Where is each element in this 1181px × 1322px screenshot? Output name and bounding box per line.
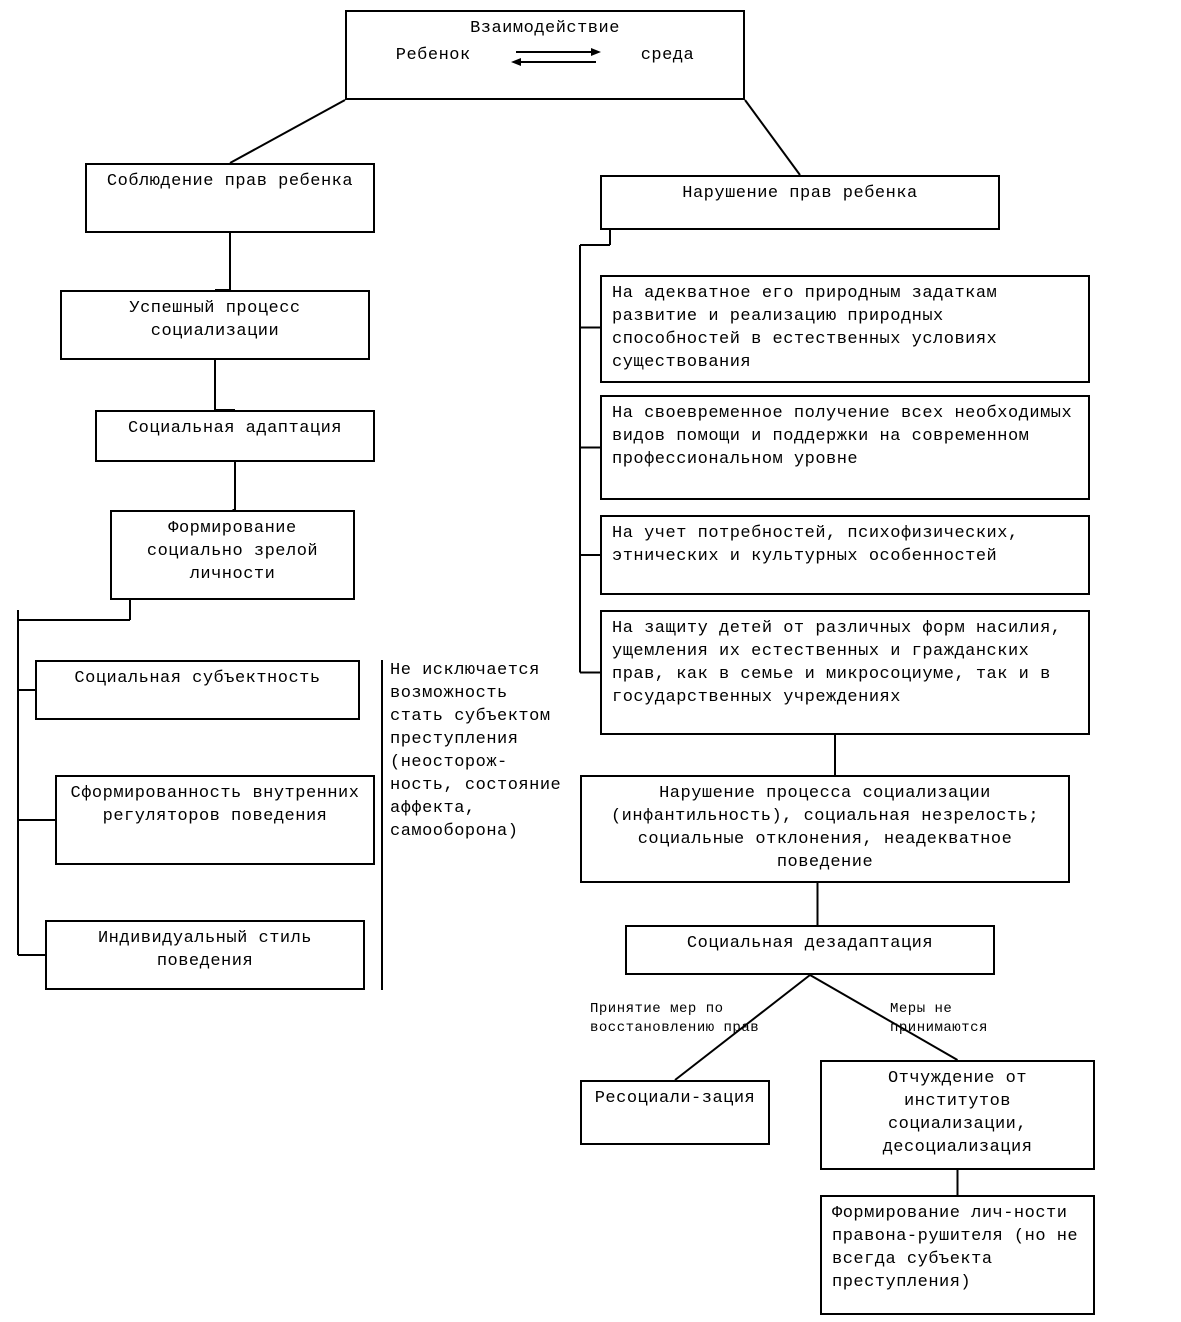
double-arrow-icon — [511, 45, 601, 69]
node-top: Взаимодействие Ребенок среда — [345, 10, 745, 100]
node-right-4: На защиту детей от различных форм насили… — [600, 610, 1090, 735]
node-desadaptation: Социальная дезадаптация — [625, 925, 995, 975]
split-label-right: Меры не принимаются — [890, 1000, 1050, 1038]
node-compliance: Соблюдение прав ребенка — [85, 163, 375, 233]
diagram-canvas: Взаимодействие Ребенок среда Соблюдение … — [0, 0, 1181, 1322]
node-alienation: Отчуждение от институтов социализации, д… — [820, 1060, 1095, 1170]
node-socialization-ok: Успешный процесс социализации — [60, 290, 370, 360]
top-title: Взаимодействие — [470, 18, 620, 41]
node-right-3: На учет потребностей, психофизических, э… — [600, 515, 1090, 595]
node-right-1: На адекватное его природным задаткам раз… — [600, 275, 1090, 383]
top-right-label: среда — [641, 45, 695, 68]
node-offender: Формирование лич-ности правона-рушителя … — [820, 1195, 1095, 1315]
sidenote-text: Не исключается возможность стать субъект… — [390, 660, 565, 844]
node-subjectness: Социальная субъектность — [35, 660, 360, 720]
node-violation: Нарушение прав ребенка — [600, 175, 1000, 230]
split-label-left: Принятие мер по восстановлению прав — [590, 1000, 770, 1038]
node-resocialization: Ресоциали-зация — [580, 1080, 770, 1145]
node-mature-person: Формирование социально зрелой личности — [110, 510, 355, 600]
node-internal-reg: Сформированность внутренних регуляторов … — [55, 775, 375, 865]
node-adaptation: Социальная адаптация — [95, 410, 375, 462]
node-individual-style: Индивидуальный стиль поведения — [45, 920, 365, 990]
top-left-label: Ребенок — [396, 45, 471, 68]
node-socialization-bad: Нарушение процесса социализации (инфанти… — [580, 775, 1070, 883]
node-right-2: На своевременное получение всех необходи… — [600, 395, 1090, 500]
